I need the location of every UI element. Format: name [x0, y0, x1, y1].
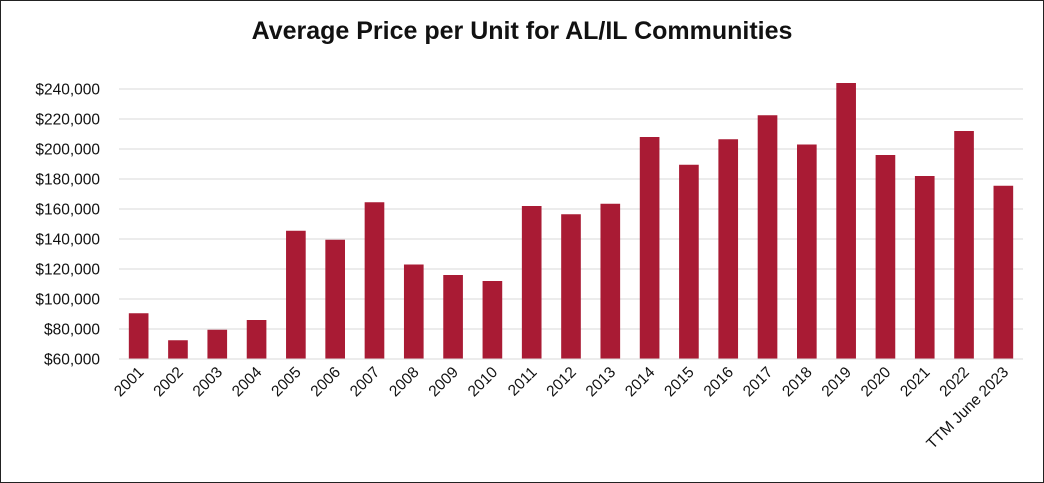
bar-2015 [679, 164, 699, 359]
bars [128, 83, 1014, 359]
bar-2001 [128, 313, 149, 359]
y-tick-label: $80,000 [44, 322, 100, 339]
chart-title: Average Price per Unit for AL/IL Communi… [251, 17, 793, 45]
bar-2002 [168, 340, 188, 359]
y-tick-label: $220,000 [35, 112, 100, 129]
bar-2021 [914, 176, 935, 359]
bar-2018 [797, 144, 817, 359]
bar-2009 [443, 275, 463, 359]
x-tick-label: 2015 [661, 364, 697, 400]
x-tick-label: 2003 [190, 364, 226, 400]
x-tick-label: 2014 [622, 364, 659, 401]
y-tick-label: $120,000 [35, 262, 100, 279]
x-tick-label: 2018 [779, 364, 815, 400]
x-tick-label: 2008 [386, 364, 422, 400]
bar-2006 [325, 239, 345, 359]
y-tick-label: $180,000 [35, 172, 100, 189]
x-tick-label: 2004 [229, 364, 266, 401]
bar-2003 [207, 329, 228, 359]
x-tick-label: 2019 [819, 364, 855, 400]
x-tick-label: 2016 [701, 364, 737, 400]
y-tick-label: $200,000 [35, 142, 100, 159]
x-tick-label: 2002 [150, 364, 186, 400]
y-axis: $60,000 $80,000 $100,000 $120,000 $140,000 $1… [35, 82, 100, 369]
bar-2012 [561, 214, 581, 359]
x-tick-label: 2020 [858, 364, 895, 401]
y-tick-label: $240,000 [35, 82, 100, 99]
bar-2019 [836, 83, 856, 359]
x-tick-label: 2009 [426, 364, 462, 400]
bar-2014 [639, 137, 660, 359]
bar-2004 [246, 320, 267, 359]
bar-2016 [718, 139, 739, 359]
bar-2022 [954, 131, 974, 359]
x-tick-label: 2017 [740, 364, 776, 400]
bar-2005 [286, 230, 306, 359]
bar-2011 [521, 206, 542, 359]
x-tick-label: 2006 [308, 364, 344, 400]
x-axis: 2001 2002 2003 2004 2005 2006 2007 2008 2009 2010… [111, 358, 1023, 453]
x-tick-label: 2005 [268, 364, 304, 400]
bar-2010 [482, 281, 503, 359]
x-tick-label: 2011 [505, 364, 541, 400]
bar-2020 [875, 155, 896, 359]
y-tick-label: $140,000 [35, 232, 100, 249]
bar-2013 [600, 203, 621, 359]
x-tick-label: 2001 [111, 364, 147, 400]
x-tick-label: 2022 [936, 364, 972, 400]
x-tick-label: 2021 [897, 364, 933, 400]
bar-2017 [757, 115, 778, 359]
y-tick-label: $160,000 [35, 202, 100, 219]
y-tick-label: $60,000 [44, 352, 100, 369]
bar-2008 [403, 264, 424, 359]
bar-ttm-june-2023 [993, 185, 1014, 359]
x-tick-label: 2010 [465, 364, 502, 401]
y-tick-label: $100,000 [35, 292, 100, 309]
bar-2007 [364, 202, 385, 359]
x-tick-label: 2012 [543, 364, 579, 400]
x-tick-label: 2013 [583, 364, 619, 400]
x-tick-label: 2007 [347, 364, 383, 400]
